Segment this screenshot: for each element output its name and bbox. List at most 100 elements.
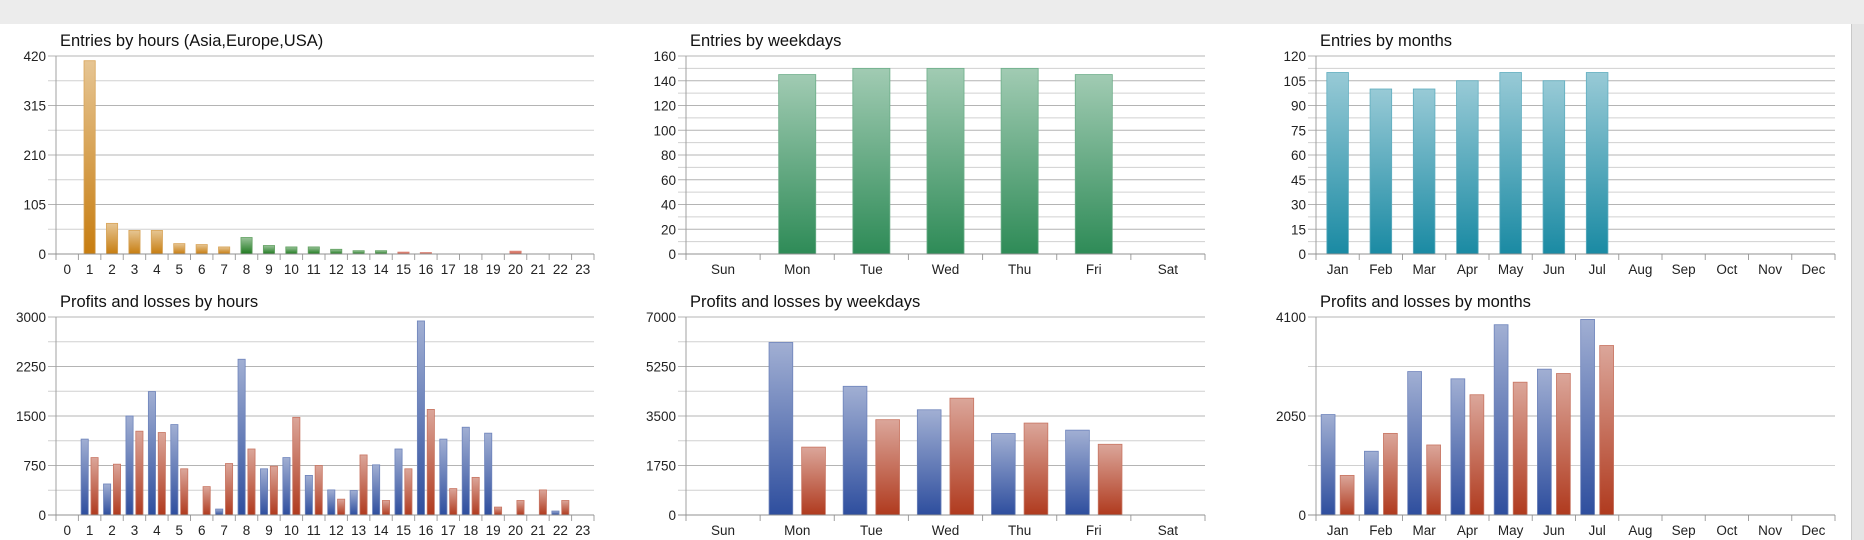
bar [1450, 378, 1466, 516]
x-tick-label: 6 [198, 262, 206, 277]
bar [1000, 67, 1039, 255]
x-tick-label: 7 [220, 262, 228, 277]
x-tick-label: 13 [351, 262, 366, 277]
bar [260, 468, 269, 516]
y-tick-label: 750 [23, 459, 46, 474]
bar [1065, 429, 1090, 516]
bar [215, 508, 224, 516]
x-tick-label: Dec [1801, 262, 1825, 277]
bar [551, 510, 560, 516]
bar [1383, 432, 1398, 516]
x-tick-label: Sat [1158, 523, 1179, 538]
y-tick-label: 3500 [646, 409, 676, 424]
y-tick-label: 30 [1291, 198, 1306, 213]
x-tick-label: 2 [108, 523, 116, 538]
x-tick-label: 14 [374, 523, 390, 538]
y-tick-label: 20 [661, 222, 676, 237]
x-tick-label: Jun [1543, 523, 1565, 538]
x-tick-label: 20 [508, 523, 523, 538]
bar [1097, 443, 1123, 516]
y-tick-label: 140 [653, 74, 676, 89]
bar [1364, 450, 1379, 516]
x-tick-label: 9 [265, 523, 273, 538]
bar [103, 483, 112, 516]
x-tick-label: 16 [418, 262, 433, 277]
bar [494, 506, 503, 516]
x-tick-label: Wed [932, 262, 960, 277]
bar [237, 358, 246, 516]
bar [157, 432, 166, 516]
bar [195, 244, 208, 255]
x-tick-label: Jan [1327, 523, 1349, 538]
x-tick-label: Mar [1413, 262, 1437, 277]
x-tick-label: 21 [530, 262, 545, 277]
y-tick-label: 0 [668, 247, 676, 262]
bar [1499, 72, 1522, 255]
bar [112, 463, 121, 516]
bar [80, 438, 89, 516]
bar [269, 465, 278, 516]
x-tick-label: 8 [243, 262, 251, 277]
vertical-scrollbar[interactable] [1852, 24, 1864, 540]
chart-profits-losses-by-weekdays: Profits and losses by weekdays 0 1750 3500 5… [646, 293, 1206, 538]
chart-entries-by-hours: Entries by hours (Asia,Europe,USA)010521… [23, 32, 595, 277]
bar [170, 424, 179, 516]
y-tick-label: 105 [1283, 74, 1306, 89]
y-tick-label: 120 [653, 99, 676, 114]
bar [1369, 88, 1393, 255]
bar [307, 246, 320, 255]
chart-profits-losses-by-months: Profits and losses by months 0 2050 4100 Jan… [1276, 293, 1836, 538]
bar [801, 446, 826, 516]
bar [240, 237, 253, 255]
bar [416, 320, 425, 516]
x-tick-label: 1 [86, 523, 94, 538]
x-tick-label: Oct [1716, 523, 1737, 538]
x-tick-label: 18 [463, 262, 478, 277]
bar [247, 448, 256, 516]
bar [282, 457, 291, 516]
chart-title: Entries by weekdays [690, 32, 841, 50]
y-tick-label: 15 [1291, 222, 1306, 237]
y-tick-label: 75 [1291, 123, 1306, 138]
x-tick-label: Jan [1327, 262, 1349, 277]
x-tick-label: 9 [265, 262, 273, 277]
x-tick-label: Apr [1457, 262, 1479, 277]
bar [349, 490, 358, 516]
bar [516, 500, 525, 516]
x-tick-label: Fri [1086, 262, 1102, 277]
bar [173, 243, 186, 255]
x-tick-label: 23 [575, 523, 590, 538]
bar [337, 498, 346, 516]
bar [1339, 474, 1355, 516]
x-tick-label: 11 [307, 523, 321, 538]
x-tick-label: 4 [153, 262, 161, 277]
x-tick-label: Fri [1086, 523, 1102, 538]
x-tick-label: 3 [131, 262, 139, 277]
bar [1426, 444, 1441, 516]
chart-entries-by-weekdays: Entries by weekdays 0 20 40 60 80 100 120 140 160… [653, 32, 1206, 277]
bar [304, 474, 313, 516]
bar [426, 409, 435, 516]
bar [875, 419, 900, 516]
bar [1556, 373, 1571, 516]
y-tick-label: 420 [23, 49, 46, 64]
x-tick-label: 8 [243, 523, 251, 538]
bar [125, 415, 134, 516]
x-tick-label: Feb [1369, 523, 1392, 538]
bar [1320, 414, 1336, 516]
y-tick-label: 0 [1298, 508, 1306, 523]
bar [1469, 394, 1485, 516]
bar [90, 457, 99, 516]
x-tick-label: Wed [932, 523, 960, 538]
x-tick-label: Oct [1716, 262, 1737, 277]
x-tick-label: Thu [1008, 262, 1031, 277]
x-tick-label: 16 [418, 523, 433, 538]
x-tick-label: May [1498, 523, 1524, 538]
chart-title: Profits and losses by months [1320, 293, 1531, 311]
y-tick-label: 0 [38, 508, 46, 523]
y-tick-label: 40 [661, 198, 676, 213]
bar [292, 416, 301, 516]
bar [372, 464, 381, 516]
x-tick-label: 5 [176, 262, 184, 277]
y-tick-label: 5250 [646, 360, 676, 375]
